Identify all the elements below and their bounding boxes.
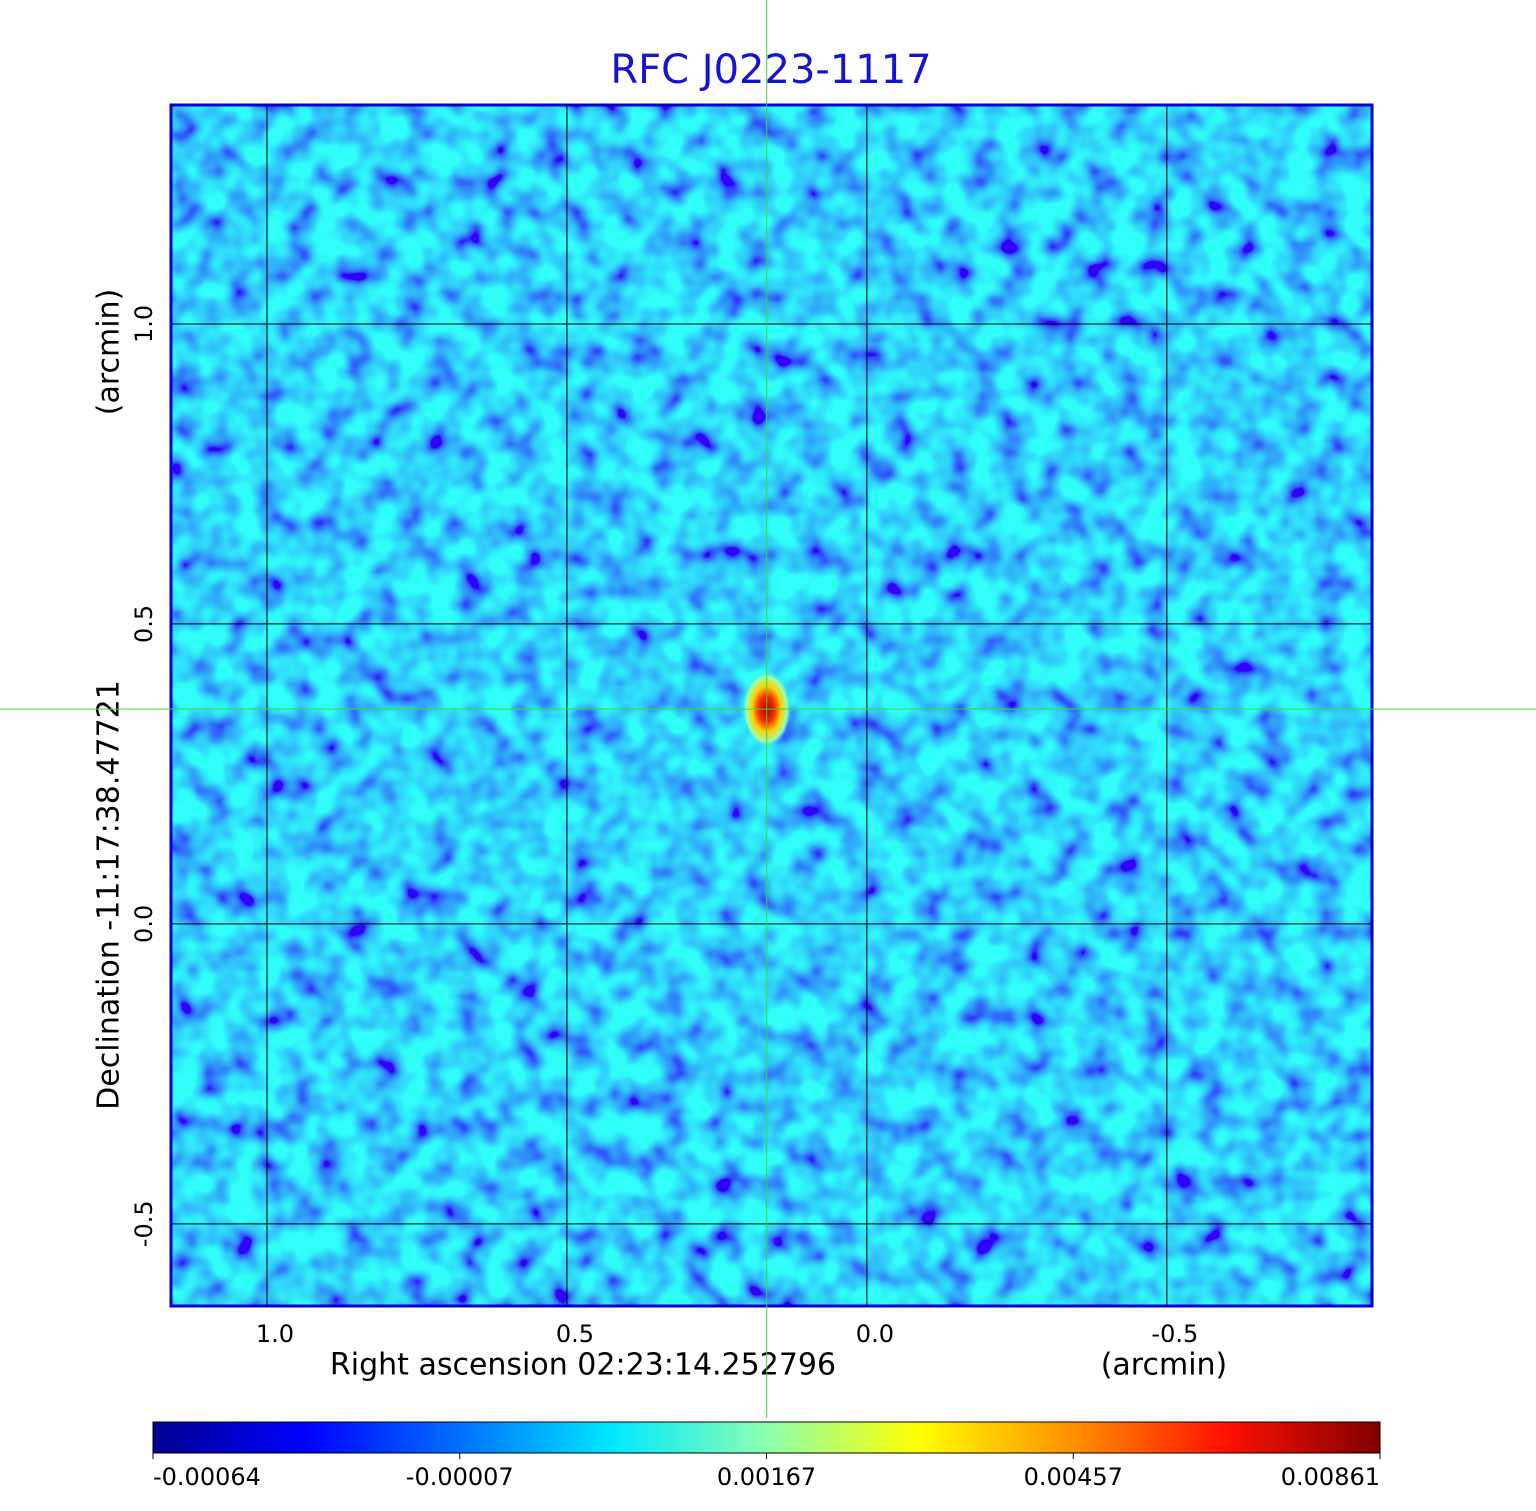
- plot-border: [169, 103, 1374, 1308]
- y-tick-label: 0.0: [130, 905, 158, 943]
- colorbar-tick-label: 0.00457: [1024, 1463, 1123, 1491]
- x-tick-label: 0.5: [556, 1320, 594, 1348]
- y-tick-label: 0.5: [130, 605, 158, 643]
- chart-title: RFC J0223-1117: [610, 47, 931, 93]
- y-axis-unit: (arcmin): [92, 289, 127, 416]
- x-tick-label: 0.0: [856, 1320, 894, 1348]
- colorbar-tick-label: 0.00861: [1281, 1463, 1380, 1491]
- y-axis-label: Declination -11:17:38.47721: [92, 680, 127, 1110]
- colorbar-tick-label: -0.00064: [153, 1463, 261, 1491]
- x-axis-unit: (arcmin): [1101, 1348, 1228, 1383]
- x-axis-label: Right ascension 02:23:14.252796: [330, 1348, 836, 1383]
- colorbar: [152, 1421, 1381, 1454]
- x-tick-label: 1.0: [256, 1320, 294, 1348]
- colorbar-tick-label: -0.00007: [406, 1463, 514, 1491]
- colorbar-tick-label: 0.00167: [717, 1463, 816, 1491]
- y-tick-label: 1.0: [130, 305, 158, 343]
- y-tick-label: -0.5: [130, 1200, 158, 1247]
- x-tick-label: -0.5: [1151, 1320, 1198, 1348]
